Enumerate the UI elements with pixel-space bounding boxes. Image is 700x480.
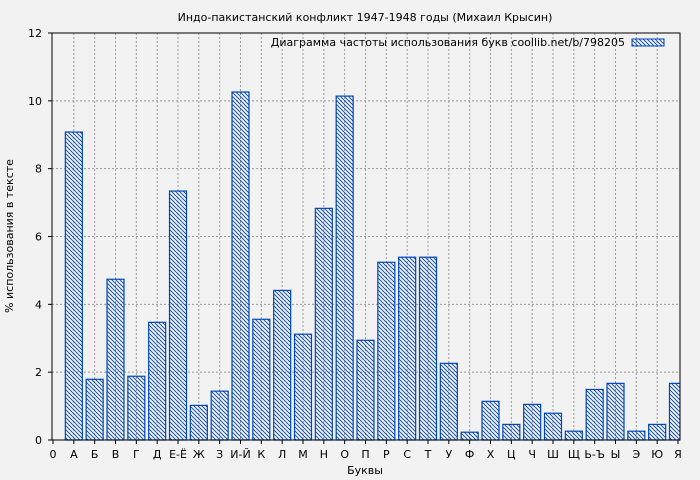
bar-Э <box>627 430 646 441</box>
bar-Ш <box>543 412 563 441</box>
y-axis: 0 2 4 6 8 10 12 <box>28 27 52 447</box>
bar-У <box>439 362 458 441</box>
bar-Ц <box>502 423 521 441</box>
y-tick-label: 4 <box>35 298 42 311</box>
x-tick-label: А <box>70 448 78 461</box>
x-tick-label: М <box>298 448 308 461</box>
x-tick-label: Т <box>424 448 432 461</box>
chart-title: Индо-пакистанский конфликт 1947-1948 год… <box>178 11 553 24</box>
bar-Ь-Ъ <box>585 388 604 441</box>
bar-Ф <box>460 431 479 441</box>
x-tick-label: Ы <box>611 448 621 461</box>
bar-Щ <box>564 430 583 441</box>
bar-К <box>252 318 271 441</box>
x-tick-label: С <box>403 448 411 461</box>
x-axis-label: Буквы <box>347 464 383 477</box>
legend: Диаграмма частоты использования букв coo… <box>271 36 665 49</box>
x-tick-label: Г <box>133 448 140 461</box>
bar-А <box>64 131 83 441</box>
bar-Н <box>314 207 333 441</box>
y-tick-label: 10 <box>28 95 42 108</box>
x-tick-label: Щ <box>568 448 580 461</box>
y-tick-label: 12 <box>28 27 42 40</box>
bar-Ю <box>648 423 667 441</box>
bar-Е-Ё <box>168 190 188 441</box>
x-tick-label: Ь-Ъ <box>584 448 605 461</box>
bar-В <box>106 278 125 441</box>
x-axis: 0 А Б В Г Д Е-Ё Ж З И-Й К Л М Н О П Р С Т У Ф Х Ц Ч Ш Щ Ь-Ъ Ы Э Ю Я <box>50 440 682 461</box>
x-tick-label: О <box>340 448 349 461</box>
bar-О <box>335 95 354 441</box>
x-tick-label: Ф <box>465 448 474 461</box>
y-axis-label: % использования в тексте <box>3 159 16 313</box>
x-tick-label: К <box>257 448 265 461</box>
bar-Г <box>127 375 146 441</box>
x-tick-label: Э <box>632 448 640 461</box>
bar-И-Й <box>231 91 250 441</box>
bar-С <box>398 256 417 441</box>
x-tick-label: У <box>445 448 452 461</box>
x-tick-label: П <box>361 448 369 461</box>
x-tick-label: Б <box>91 448 99 461</box>
bar-Л <box>273 289 292 441</box>
y-tick-label: 2 <box>35 366 42 379</box>
x-tick-label: Ц <box>507 448 516 461</box>
bar-Т <box>418 256 438 441</box>
bar-Б <box>85 378 104 441</box>
bar-Д <box>148 321 167 441</box>
x-tick-label: Н <box>320 448 328 461</box>
x-tick-label: Ч <box>528 448 536 461</box>
x-tick-label: Л <box>278 448 286 461</box>
bar-Ч <box>523 403 542 441</box>
bar-Х <box>481 400 500 441</box>
bars <box>64 91 680 441</box>
bar-М <box>293 333 313 441</box>
x-tick-label: Ж <box>193 448 205 461</box>
x-tick-label: З <box>216 448 223 461</box>
y-tick-label: 8 <box>35 163 42 176</box>
y-tick-label: 0 <box>35 434 42 447</box>
bar-З <box>210 390 229 441</box>
x-tick-label: И-Й <box>230 448 250 461</box>
x-tick-label: Х <box>487 448 495 461</box>
x-tick-label: 0 <box>50 448 57 461</box>
x-tick-label: Е-Ё <box>169 448 187 461</box>
x-tick-label: Д <box>153 448 162 461</box>
legend-swatch <box>631 38 665 47</box>
x-tick-label: Ю <box>651 448 663 461</box>
x-tick-label: Р <box>383 448 390 461</box>
bar-Ж <box>189 404 208 441</box>
legend-label: Диаграмма частоты использования букв coo… <box>271 36 625 49</box>
x-tick-label: В <box>112 448 120 461</box>
x-tick-label: Ш <box>547 448 559 461</box>
bar-Я <box>668 382 680 441</box>
y-tick-label: 6 <box>35 231 42 244</box>
bar-Ы <box>606 382 625 441</box>
bar-П <box>356 339 375 441</box>
bar-Р <box>377 261 396 441</box>
x-tick-label: Я <box>674 448 682 461</box>
